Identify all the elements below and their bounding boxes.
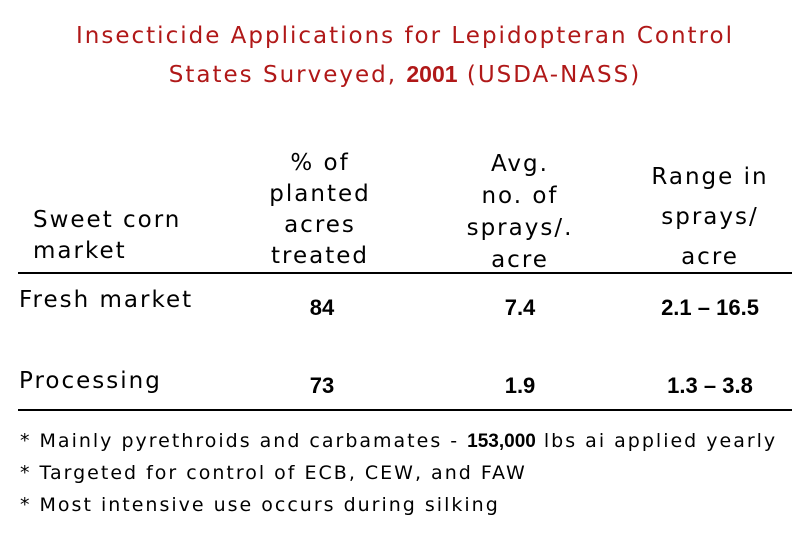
header-range-line: Range in — [651, 164, 769, 190]
cell-fresh-range-sprays: 2.1 – 16.5 — [661, 295, 759, 320]
header-avg-line: acre — [491, 247, 549, 273]
note-number: 153,000 — [467, 431, 536, 452]
cell-processing-range-sprays: 1.3 – 3.8 — [667, 373, 753, 398]
header-range-sprays: Range in sprays/ acre — [630, 157, 790, 277]
header-market-line: market — [33, 238, 127, 264]
header-range-line: sprays/ — [661, 204, 759, 230]
cell-processing-pct-treated: 73 — [309, 373, 335, 398]
row-label-fresh-market: Fresh market — [19, 287, 194, 313]
header-pct-line: % of — [290, 150, 350, 176]
note-targets: * Targeted for control of ECB, CEW, and … — [20, 462, 527, 484]
note-text: lbs ai applied yearly — [543, 430, 778, 452]
header-divider — [18, 272, 792, 274]
title-line-2: States Surveyed, 2001 (USDA-NASS) — [0, 61, 810, 88]
title-line-2-suffix: (USDA-NASS) — [466, 62, 642, 88]
title-line-2-prefix: States Surveyed, — [168, 62, 398, 88]
header-avg-sprays: Avg. no. of sprays/. acre — [445, 148, 595, 276]
header-pct-line: planted — [269, 181, 371, 207]
header-avg-line: sprays/. — [466, 215, 574, 241]
note-pyrethroids: * Mainly pyrethroids and carbamates - 15… — [20, 430, 777, 453]
note-silking: * Most intensive use occurs during silki… — [20, 494, 500, 516]
header-pct-line: acres — [284, 212, 356, 238]
header-market: Sweet corn market — [33, 205, 181, 267]
header-pct-treated: % of planted acres treated — [245, 148, 395, 272]
header-market-line: Sweet corn — [33, 207, 182, 233]
header-pct-line: treated — [271, 243, 369, 269]
row-label-processing: Processing — [19, 368, 162, 394]
header-range-line: acre — [681, 244, 739, 270]
cell-fresh-avg-sprays: 7.4 — [504, 295, 536, 320]
note-text: * Mainly pyrethroids and carbamates - — [20, 430, 460, 452]
header-avg-line: no. of — [481, 183, 559, 209]
title-year: 2001 — [406, 61, 458, 87]
header-avg-line: Avg. — [491, 151, 549, 177]
cell-processing-avg-sprays: 1.9 — [504, 373, 536, 398]
title-line-1: Insecticide Applications for Lepidoptera… — [76, 23, 734, 49]
table-bottom-divider — [18, 409, 792, 411]
cell-fresh-pct-treated: 84 — [309, 295, 335, 320]
